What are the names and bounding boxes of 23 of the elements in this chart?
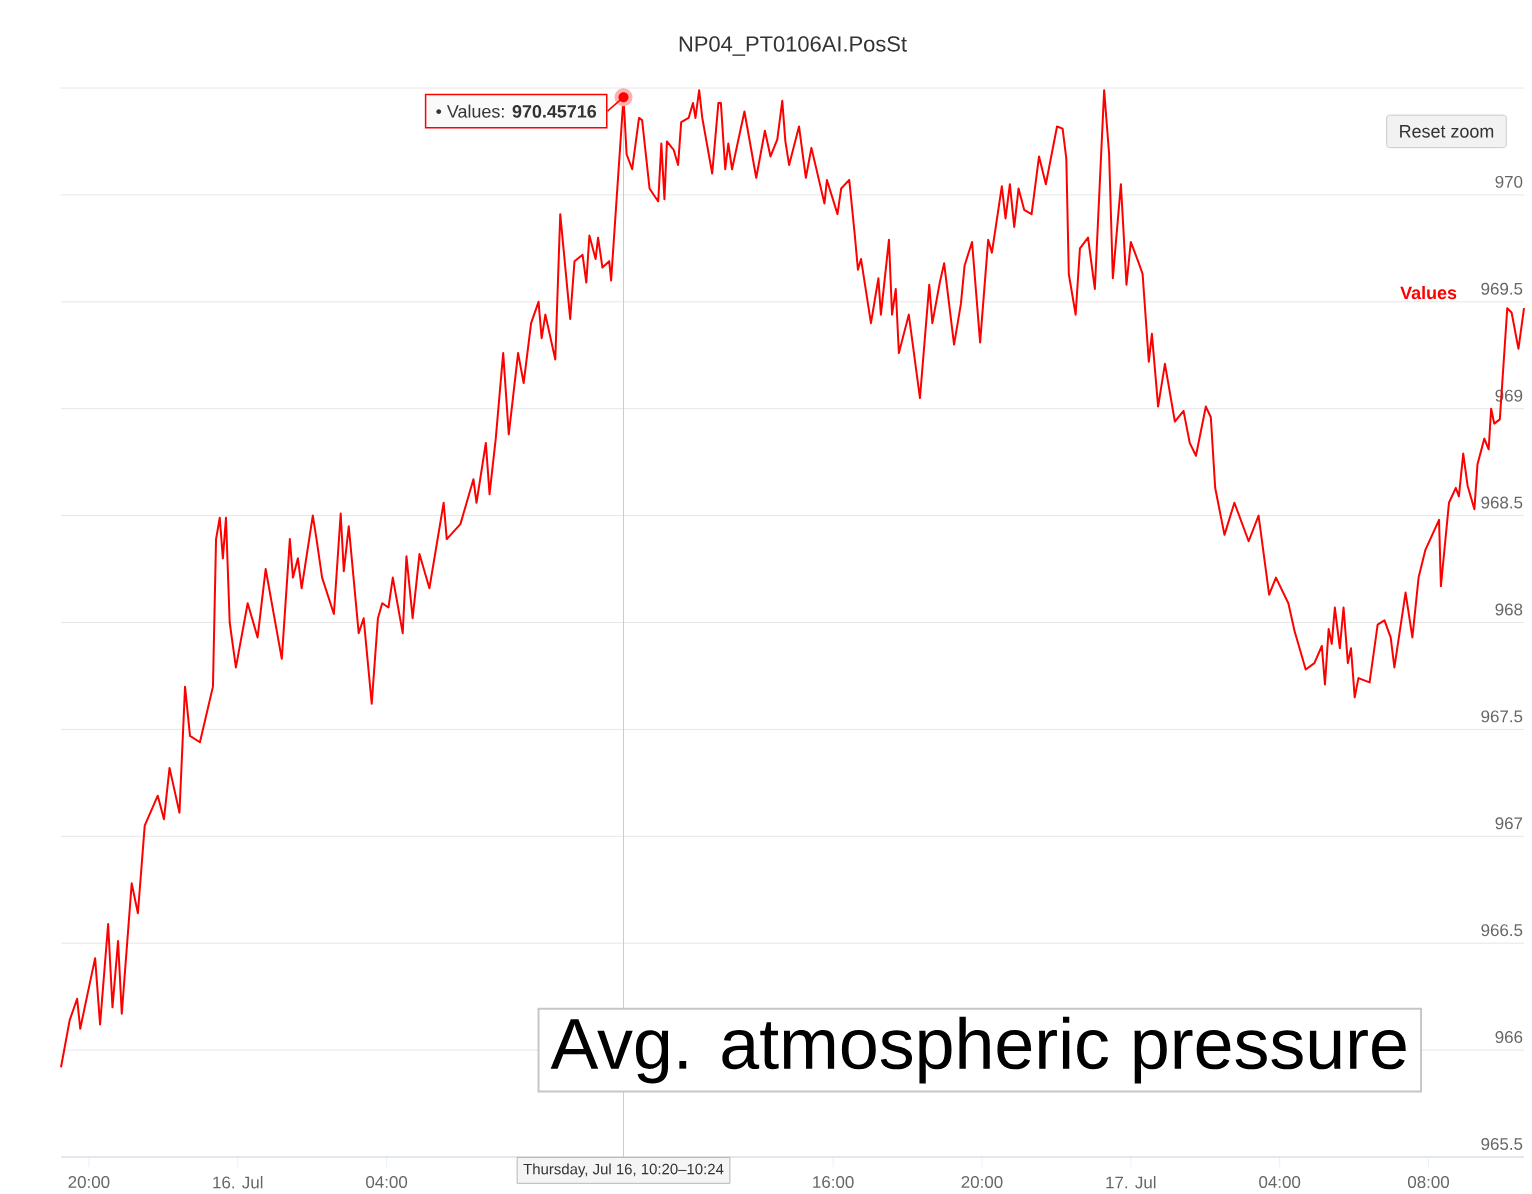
y-tick-label: 970 — [1495, 175, 1523, 188]
y-tick-label: 969.5 — [1481, 282, 1523, 295]
annotation: Avg. atmospheric pressure — [550, 1016, 1406, 1084]
y-tick-label: 968.5 — [1481, 496, 1523, 509]
chart-title: NP04_PT0106AI.PosSt — [679, 36, 907, 56]
x-tick-label: 20:00 — [961, 1176, 1003, 1189]
x-tick-label: 08:00 — [1407, 1176, 1450, 1189]
y-tick-label: 967.5 — [1481, 710, 1523, 723]
x-tick-label: 20:00 — [68, 1176, 110, 1189]
ref-line-label: Thursday, Jul 16, 10:20–10:24 — [523, 1163, 724, 1178]
y-tick-label: 965.5 — [1481, 1137, 1523, 1150]
y-tick-label: 966.5 — [1481, 924, 1523, 937]
x-tick-label: 04:00 — [1259, 1176, 1301, 1189]
annotation: Reset zoom — [1400, 125, 1494, 138]
y-tick-label: 966 — [1495, 1031, 1523, 1044]
y-tick-label: 968 — [1495, 603, 1523, 616]
x-tick-label: 17. Jul — [1106, 1176, 1156, 1189]
x-tick-label: 04:00 — [366, 1176, 408, 1189]
annotation: • Values: 970.45716 — [436, 104, 597, 118]
text: Values — [1400, 286, 1457, 300]
x-tick-label: 16. Jul — [213, 1176, 263, 1189]
x-tick-label: 16:00 — [813, 1176, 854, 1189]
y-tick-label: 967 — [1495, 817, 1523, 830]
